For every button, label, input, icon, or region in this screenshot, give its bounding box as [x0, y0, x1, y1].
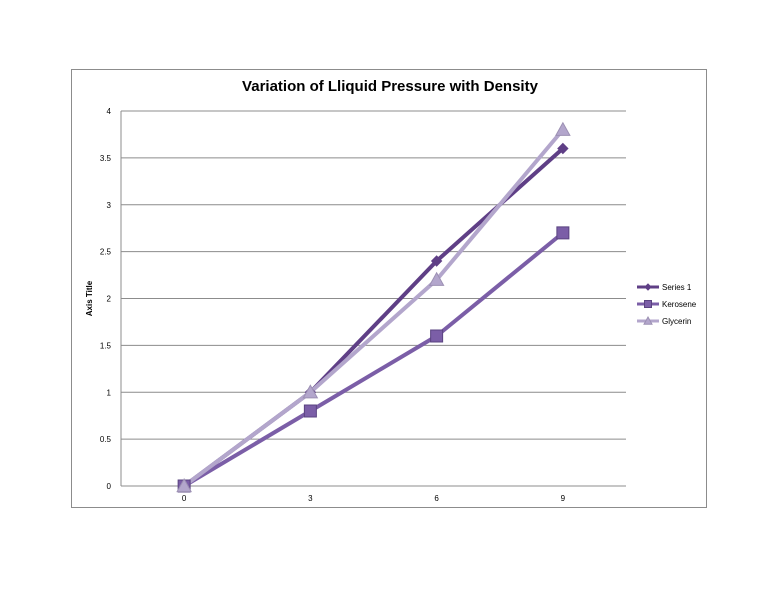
legend-label: Series 1 — [662, 283, 692, 292]
y-tick-label: 1 — [107, 388, 112, 397]
series-line-kerosene — [182, 230, 565, 488]
data-point — [303, 404, 317, 418]
y-tick-label: 3.5 — [100, 154, 112, 163]
x-tick-label: 3 — [308, 494, 313, 503]
data-point — [428, 271, 445, 286]
x-tick-label: 0 — [182, 494, 187, 503]
data-point — [302, 384, 319, 399]
y-tick-label: 0.5 — [100, 435, 112, 444]
y-tick-label: 3 — [107, 201, 112, 210]
legend-marker — [643, 315, 653, 325]
y-tick-label: 0 — [107, 482, 112, 491]
data-point — [176, 477, 192, 493]
y-tick-label: 2 — [107, 295, 112, 304]
x-tick-label: 6 — [434, 494, 439, 503]
data-point — [556, 226, 570, 240]
chart-plot: 0 0.5 1 1.5 2 2.5 3 3.5 4 0 3 6 9 Axis Title Series 1… — [85, 107, 697, 503]
y-tick-label: 4 — [107, 107, 112, 116]
legend-marker — [644, 300, 652, 308]
legend-marker — [644, 283, 652, 291]
data-point — [430, 255, 443, 267]
y-tick-label: 1.5 — [100, 341, 112, 350]
legend-label: Kerosene — [662, 300, 697, 309]
legend-label: Glycerin — [662, 317, 691, 326]
data-point — [557, 142, 569, 155]
series-line-glycerin — [182, 127, 565, 488]
y-tick-label: 2.5 — [100, 248, 112, 257]
y-axis-title: Axis Title — [85, 280, 94, 316]
x-tick-label: 9 — [561, 494, 566, 503]
data-point — [430, 329, 444, 343]
chart-frame: Variation of Lliquid Pressure with Densi… — [71, 69, 707, 508]
chart-title: Variation of Lliquid Pressure with Densi… — [242, 78, 538, 95]
data-point — [555, 121, 571, 136]
